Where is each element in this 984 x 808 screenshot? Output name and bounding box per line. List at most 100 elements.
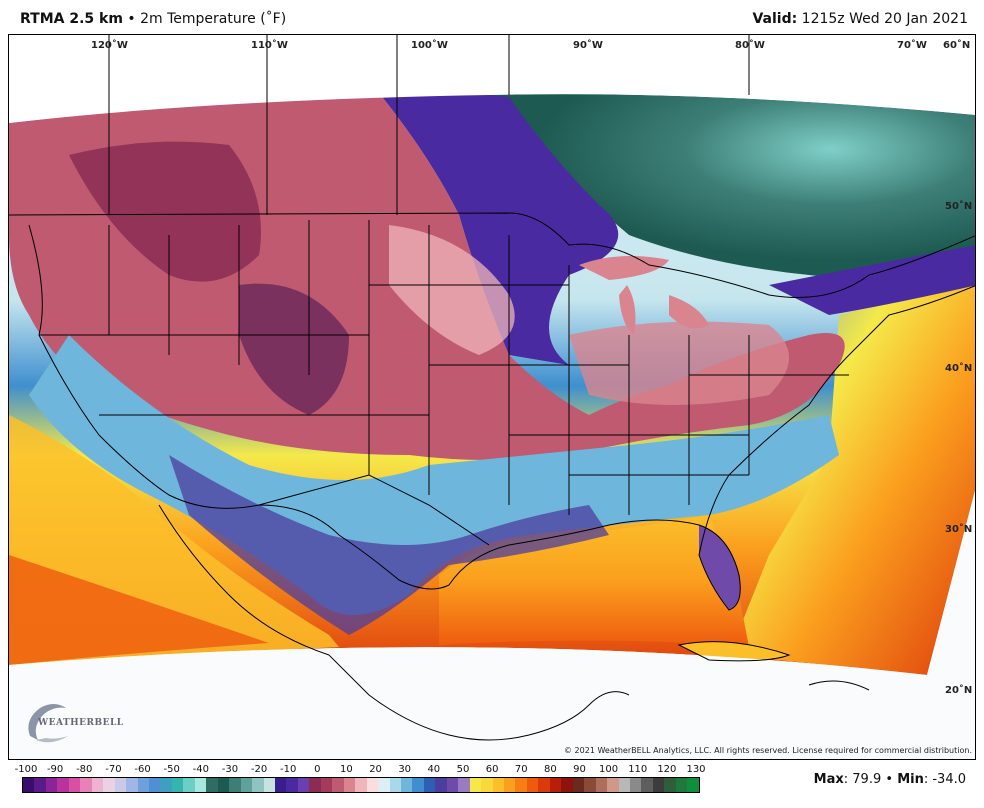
product-title: RTMA 2.5 km • 2m Temperature (˚F) <box>20 11 286 27</box>
colorbar-swatch <box>446 778 459 792</box>
colorbar-swatch <box>469 778 482 792</box>
variable-name: 2m Temperature (˚F) <box>140 11 287 27</box>
lon-label-70w: 70˚W <box>897 39 927 51</box>
colorbar-swatch <box>80 778 92 792</box>
colorbar-tick-label: 130 <box>686 764 706 775</box>
min-label: Min <box>897 772 924 787</box>
caribbean-islands <box>677 641 870 691</box>
colorbar-swatch <box>332 778 344 792</box>
logo-swirl-icon <box>28 704 68 743</box>
colorbar-swatch <box>34 778 46 792</box>
colorbar-swatch <box>171 778 184 792</box>
colorbar-tick-label: 40 <box>427 764 441 775</box>
colorbar-swatch <box>423 778 436 792</box>
colorbar-swatch <box>23 778 35 792</box>
colorbar-tick-label: -40 <box>192 764 209 775</box>
colorbar-swatch <box>435 778 447 792</box>
colorbar-swatch <box>206 778 218 792</box>
colorbar-swatch <box>389 778 401 792</box>
canada-province-lines <box>108 35 750 215</box>
colorbar-swatch <box>355 778 367 792</box>
colorbar-swatch <box>504 778 516 792</box>
colorbar-swatch <box>549 778 562 792</box>
colorbar-swatch <box>194 778 207 792</box>
lon-label-110w: 110˚W <box>251 39 288 51</box>
valid-label: Valid: <box>752 11 798 27</box>
colorbar-tick-label: -10 <box>280 764 297 775</box>
lat-label-50n: 50˚N <box>945 200 972 212</box>
land-rockies-central <box>239 283 349 415</box>
valid-time-value: 1215z Wed 20 Jan 2021 <box>801 11 968 27</box>
colorbar-tick-label: 90 <box>573 764 586 775</box>
title-separator: • <box>127 11 136 27</box>
outside-domain-tint <box>9 490 975 759</box>
longitude-labels: 120˚W 110˚W 100˚W 90˚W 80˚W 70˚W 60˚N <box>91 39 970 51</box>
cold-band-plains <box>379 92 619 365</box>
colorbar-swatch <box>458 778 470 792</box>
colorbar-swatch <box>412 778 424 792</box>
colorbar-swatch <box>274 778 287 792</box>
temperature-map[interactable]: 120˚W 110˚W 100˚W 90˚W 80˚W 70˚W 60˚N 50… <box>8 34 976 760</box>
colorbar-tick-label: 60 <box>485 764 499 775</box>
colorbar-swatch <box>538 778 550 792</box>
colorbar-tick-label: 0 <box>314 764 321 775</box>
colorbar-tick-label: -20 <box>250 764 268 775</box>
atlantic-region <box>729 275 975 675</box>
cold-band-northeast <box>769 245 975 315</box>
colorbar-swatch <box>160 778 172 792</box>
map-canvas: 120˚W 110˚W 100˚W 90˚W 80˚W 70˚W 60˚N 50… <box>9 35 975 759</box>
header: RTMA 2.5 km • 2m Temperature (˚F) Valid:… <box>0 0 984 34</box>
lat-label-60n: 60˚N <box>943 39 970 51</box>
lat-label-30n: 30˚N <box>945 523 972 535</box>
lake-superior <box>579 256 669 280</box>
lake-michigan <box>619 285 636 335</box>
canada-region <box>489 94 975 279</box>
colorbar-tick-label: 50 <box>456 764 470 775</box>
colorbar-swatch <box>297 778 310 792</box>
colorbar-swatch <box>252 778 264 792</box>
land-cool-south <box>29 335 839 615</box>
lon-label-120w: 120˚W <box>91 39 128 51</box>
us-canada-border <box>9 212 975 298</box>
copyright-notice: © 2021 WeatherBELL Analytics, LLC. All r… <box>564 746 972 755</box>
colorbar-tick-label: 100 <box>599 764 619 775</box>
colorbar-swatch <box>584 778 596 792</box>
colorbar-swatch <box>378 778 390 792</box>
land-plains-light <box>389 225 515 355</box>
state-lines-vertical <box>108 220 750 515</box>
colorbar-swatch <box>526 778 539 792</box>
stats-separator: • <box>885 772 894 787</box>
lake-huron <box>669 295 709 329</box>
colorbar-swatch <box>183 778 195 792</box>
colorbar-tick-label: 80 <box>543 764 557 775</box>
colorbar-swatch <box>309 778 321 792</box>
colorbar-swatch <box>641 778 653 792</box>
temperature-colorbar <box>22 777 700 793</box>
colorbar-swatch <box>595 778 608 792</box>
colorbar-swatch <box>240 778 253 792</box>
lon-label-100w: 100˚W <box>411 39 448 51</box>
colorbar-swatch <box>286 778 298 792</box>
colorbar-tick-label: 10 <box>340 764 353 775</box>
colorbar-swatch <box>687 778 699 792</box>
colorbar-swatch <box>137 778 149 792</box>
mexico-coastline <box>158 504 630 741</box>
lon-label-80w: 80˚W <box>735 39 765 51</box>
colorbar-swatch <box>103 778 115 792</box>
lon-label-90w: 90˚W <box>573 39 603 51</box>
us-mexico-border <box>258 474 490 546</box>
colorbar-tick-label: 70 <box>514 764 528 775</box>
colorbar-swatch <box>320 778 333 792</box>
colorbar-swatch <box>68 778 81 792</box>
logo-text: WEATHERBELL <box>38 718 124 728</box>
colorbar-swatch <box>148 778 161 792</box>
colorbar-swatch <box>91 778 104 792</box>
outside-domain-top <box>9 35 975 123</box>
product-name: RTMA 2.5 km <box>20 11 123 27</box>
colorbar-tick-label: -30 <box>221 764 239 775</box>
political-boundaries <box>9 35 975 741</box>
colorbar-tick-label: -100 <box>14 764 38 775</box>
florida <box>699 525 741 610</box>
colorbar-swatch <box>217 778 230 792</box>
colorbar-swatch <box>229 778 241 792</box>
